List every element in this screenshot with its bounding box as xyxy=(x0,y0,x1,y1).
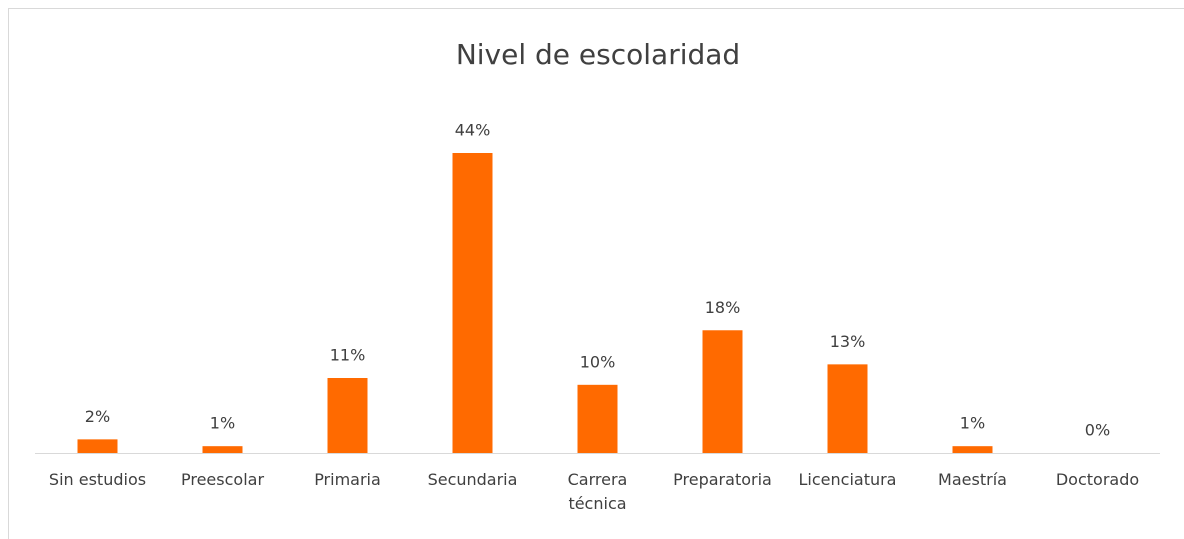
bar xyxy=(827,364,868,453)
x-tick-label: Licenciatura xyxy=(785,468,910,492)
data-label: 2% xyxy=(85,407,110,426)
data-label: 13% xyxy=(830,332,866,351)
x-tick-text: Carrera técnica xyxy=(567,470,628,513)
bar xyxy=(952,446,993,453)
data-label: 0% xyxy=(1085,421,1110,440)
data-label: 1% xyxy=(210,414,235,433)
data-label: 10% xyxy=(580,352,616,371)
x-tick-label: Maestría xyxy=(910,468,1035,492)
x-tick-text: Maestría xyxy=(938,470,1007,489)
chart-title: Nivel de escolaridad xyxy=(456,38,740,71)
x-tick-text: Preparatoria xyxy=(673,470,772,489)
x-tick-text: Secundaria xyxy=(427,470,518,489)
x-tick-text: Preescolar xyxy=(180,470,265,489)
x-tick-label: Preescolar xyxy=(160,468,285,492)
x-tick-label: Doctorado xyxy=(1035,468,1160,492)
bar xyxy=(702,330,743,453)
x-tick-label: Preparatoria xyxy=(660,468,785,492)
data-label: 11% xyxy=(330,346,366,365)
x-tick-label: Carrera técnica xyxy=(535,468,660,516)
chart-frame xyxy=(8,8,1184,539)
data-label: 44% xyxy=(455,121,491,140)
x-tick-text: Licenciatura xyxy=(798,470,897,489)
bar xyxy=(327,378,368,453)
x-tick-text: Sin estudios xyxy=(48,470,147,489)
bar xyxy=(77,439,118,453)
x-tick-text: Primaria xyxy=(314,470,381,489)
data-label: 1% xyxy=(960,414,985,433)
x-tick-label: Secundaria xyxy=(410,468,535,492)
bar xyxy=(452,153,493,453)
data-label: 18% xyxy=(705,298,741,317)
x-tick-label: Sin estudios xyxy=(35,468,160,492)
x-tick-label: Primaria xyxy=(285,468,410,492)
x-tick-text: Doctorado xyxy=(1055,470,1140,489)
bar xyxy=(577,384,618,453)
bar xyxy=(202,446,243,453)
